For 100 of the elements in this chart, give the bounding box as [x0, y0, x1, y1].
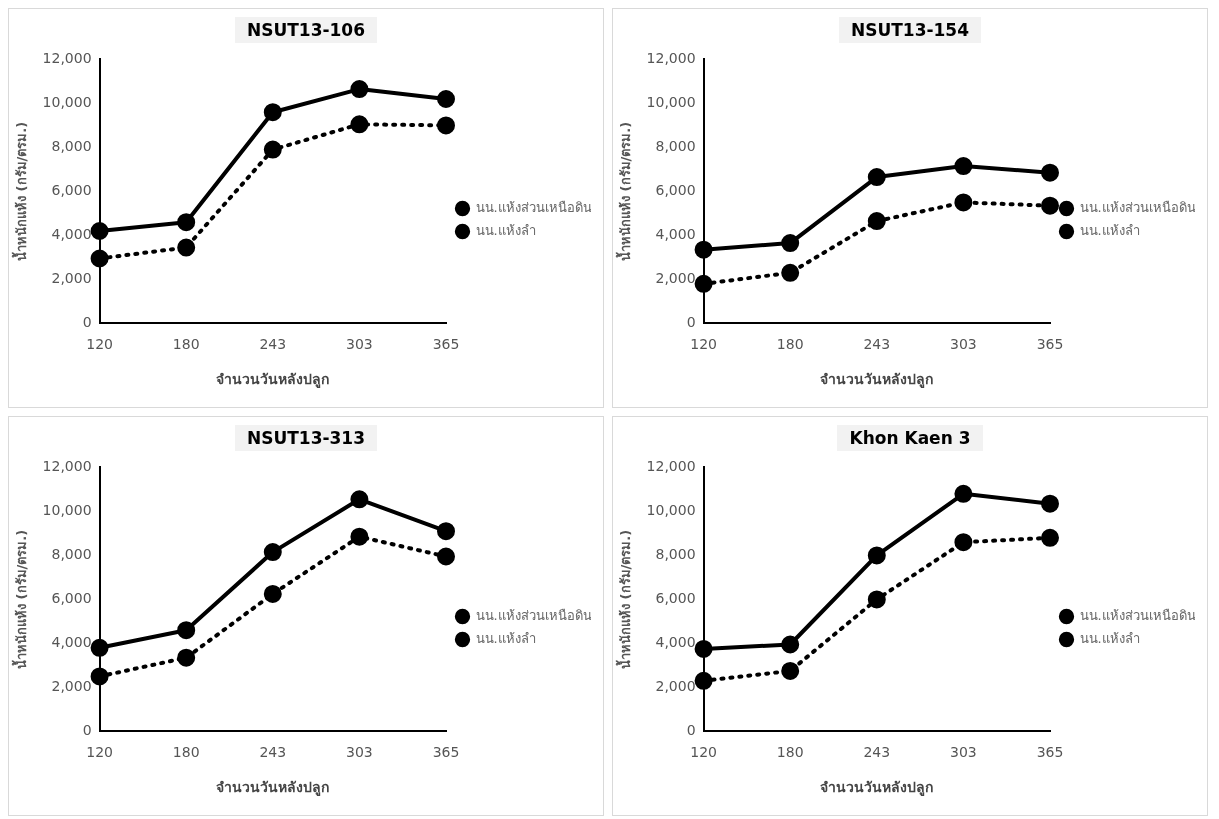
x-tick-label: 243 [863, 336, 891, 353]
point [437, 90, 455, 108]
y-tick-label: 6,000 [655, 590, 696, 607]
point [954, 484, 973, 503]
legend-label: นน.แห้งลำ [1079, 222, 1140, 238]
y-tick-label: 10,000 [42, 94, 92, 111]
point [781, 661, 800, 680]
x-tick-label: 120 [86, 336, 113, 353]
chart-title: NSUT13-106 [234, 17, 378, 43]
point [954, 533, 973, 552]
point [437, 547, 455, 566]
x-tick-label: 180 [776, 744, 804, 761]
point [867, 168, 886, 187]
point [694, 639, 713, 658]
x-tick-label: 303 [950, 336, 977, 353]
point [867, 590, 886, 609]
x-tick-label: 120 [86, 744, 113, 761]
legend-label: นน.แห้งลำ [475, 630, 536, 646]
y-tick-label: 8,000 [655, 138, 696, 155]
y-tick-label: 2,000 [655, 270, 696, 287]
y-tick-label: 6,000 [51, 182, 92, 199]
y-tick-label: 0 [686, 314, 696, 331]
y-tick-label: 0 [82, 314, 92, 331]
y-tick-label: 6,000 [51, 590, 92, 607]
y-tick-label: 12,000 [646, 50, 696, 67]
y-axis-title: น้ำหนักแห้ง (กรัม/ตรม.) [615, 121, 634, 261]
x-axis-title: จำนวนวันหลังปลูก [216, 371, 330, 389]
y-tick-label: 0 [82, 722, 92, 739]
legend-label: นน.แห้งส่วนเหนือดิน [1079, 199, 1196, 215]
point [90, 638, 109, 657]
point [350, 80, 369, 99]
point [90, 249, 109, 268]
x-tick-label: 365 [1036, 744, 1064, 761]
point [954, 157, 973, 176]
y-tick-label: 8,000 [655, 546, 696, 563]
point [1041, 528, 1059, 547]
y-tick-label: 2,000 [655, 678, 696, 695]
x-axis-title: จำนวนวันหลังปลูก [820, 371, 934, 389]
point [263, 584, 282, 603]
point [350, 115, 369, 134]
chart-title: Khon Kaen 3 [837, 425, 983, 451]
chart-title: NSUT13-154 [838, 17, 982, 43]
y-tick-label: 2,000 [51, 678, 92, 695]
y-tick-label: 0 [686, 722, 696, 739]
point [177, 213, 196, 232]
point [694, 240, 713, 259]
x-tick-label: 120 [690, 744, 717, 761]
x-tick-label: 303 [950, 744, 977, 761]
x-tick-label: 243 [259, 336, 287, 353]
y-tick-label: 10,000 [42, 502, 92, 519]
legend-label: นน.แห้งส่วนเหนือดิน [475, 199, 592, 215]
y-tick-label: 12,000 [646, 458, 696, 475]
y-tick-label: 4,000 [51, 634, 92, 651]
point [437, 522, 455, 541]
x-tick-label: 365 [432, 744, 460, 761]
point [781, 635, 800, 654]
point [90, 667, 109, 686]
y-axis-title: น้ำหนักแห้ง (กรัม/ตรม.) [11, 529, 30, 669]
x-axis-title: จำนวนวันหลังปลูก [216, 779, 330, 797]
legend-label: นน.แห้งส่วนเหนือดิน [1079, 607, 1196, 623]
x-tick-label: 243 [863, 744, 891, 761]
point [694, 671, 713, 690]
point [781, 234, 800, 253]
point [1041, 163, 1059, 182]
point [263, 103, 282, 122]
point [90, 222, 109, 240]
y-tick-label: 4,000 [655, 226, 696, 243]
point [350, 490, 369, 509]
y-tick-label: 4,000 [51, 226, 92, 243]
x-tick-label: 180 [172, 744, 200, 761]
y-tick-label: 8,000 [51, 138, 92, 155]
point [263, 543, 282, 562]
x-axis-title: จำนวนวันหลังปลูก [820, 779, 934, 797]
y-tick-label: 10,000 [646, 502, 696, 519]
legend-label: นน.แห้งลำ [475, 222, 536, 238]
y-axis-title: น้ำหนักแห้ง (กรัม/ตรม.) [11, 121, 30, 261]
y-tick-label: 4,000 [655, 634, 696, 651]
y-tick-label: 8,000 [51, 546, 92, 563]
point [177, 648, 196, 667]
point [781, 263, 800, 282]
point [954, 193, 973, 212]
x-tick-label: 180 [172, 336, 200, 353]
y-axis-title: น้ำหนักแห้ง (กรัม/ตรม.) [615, 529, 634, 669]
point [694, 274, 713, 293]
legend-label: นน.แห้งส่วนเหนือดิน [475, 607, 592, 623]
chart-title: NSUT13-313 [234, 425, 378, 451]
point [1041, 196, 1059, 215]
point [177, 238, 196, 257]
y-tick-label: 2,000 [51, 270, 92, 287]
x-tick-label: 365 [1036, 336, 1064, 353]
y-tick-label: 10,000 [646, 94, 696, 111]
y-tick-label: 6,000 [655, 182, 696, 199]
point [177, 621, 196, 640]
point [437, 116, 455, 135]
point [350, 527, 369, 546]
point [867, 546, 886, 565]
x-tick-label: 243 [259, 744, 287, 761]
legend-label: นน.แห้งลำ [1079, 630, 1140, 646]
x-tick-label: 120 [690, 336, 717, 353]
point [867, 212, 886, 231]
